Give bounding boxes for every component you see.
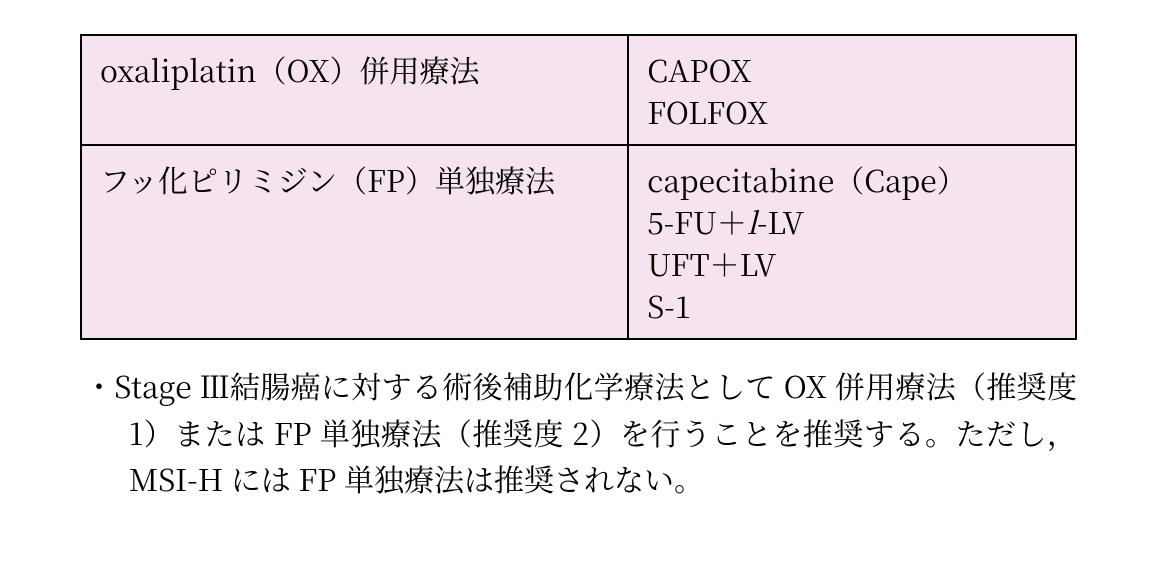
regimen-item: 5-FU＋l-LV bbox=[647, 200, 1059, 242]
page-root: oxaliplatin（OX）併用療法CAPOXFOLFOXフッ化ピリミジン（F… bbox=[0, 0, 1157, 502]
regimen-table: oxaliplatin（OX）併用療法CAPOXFOLFOXフッ化ピリミジン（F… bbox=[80, 34, 1077, 340]
regimen-list-cell: capecitabine（Cape）5-FU＋l-LVUFT＋LVS-1 bbox=[628, 145, 1076, 339]
regimen-item: CAPOX bbox=[647, 48, 1059, 90]
therapy-category-cell: フッ化ピリミジン（FP）単独療法 bbox=[81, 145, 628, 339]
therapy-category-cell: oxaliplatin（OX）併用療法 bbox=[81, 35, 628, 145]
recommendation-note-text: ・Stage Ⅲ結腸癌に対する術後補助化学療法として OX 併用療法（推奨度 1… bbox=[84, 362, 1077, 502]
regimen-item: S-1 bbox=[647, 284, 1059, 326]
regimen-list-cell: CAPOXFOLFOX bbox=[628, 35, 1076, 145]
table-row: フッ化ピリミジン（FP）単独療法capecitabine（Cape）5-FU＋l… bbox=[81, 145, 1076, 339]
regimen-item: UFT＋LV bbox=[647, 242, 1059, 284]
regimen-table-body: oxaliplatin（OX）併用療法CAPOXFOLFOXフッ化ピリミジン（F… bbox=[81, 35, 1076, 339]
table-row: oxaliplatin（OX）併用療法CAPOXFOLFOX bbox=[81, 35, 1076, 145]
regimen-item: FOLFOX bbox=[647, 90, 1059, 132]
recommendation-note: ・Stage Ⅲ結腸癌に対する術後補助化学療法として OX 併用療法（推奨度 1… bbox=[84, 362, 1077, 502]
regimen-item: capecitabine（Cape） bbox=[647, 158, 1059, 200]
italic-l: l bbox=[747, 199, 757, 243]
